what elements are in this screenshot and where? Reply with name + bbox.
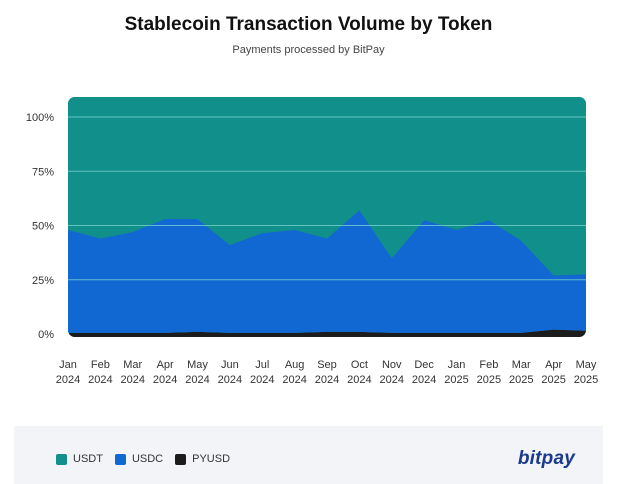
x-tick-label: Jan 2024 — [56, 359, 80, 386]
x-tick-label: Mar 2024 — [121, 359, 145, 386]
x-tick-label: Apr 2025 — [541, 359, 565, 386]
x-tick-label: May 2024 — [185, 359, 209, 386]
x-tick-label: Nov 2024 — [380, 359, 404, 386]
y-axis: 0% 25% 50% 75% 100% — [26, 112, 54, 341]
y-tick-label: 0% — [38, 329, 54, 341]
x-tick-label: Jun 2024 — [218, 359, 242, 386]
legend-item-usdt: USDT — [56, 453, 103, 465]
chart-subtitle: Payments processed by BitPay — [232, 44, 385, 56]
usdt-area — [68, 97, 586, 276]
legend-swatch — [56, 453, 67, 465]
legend-swatch — [114, 453, 126, 465]
x-tick-label: Feb 2024 — [88, 359, 112, 386]
pyusd-area — [68, 329, 586, 337]
legend: USDT USDC PYUSD — [56, 453, 242, 465]
usdc-area — [68, 210, 586, 333]
x-tick-label: Feb 2025 — [477, 359, 501, 386]
x-tick-label: Jul 2024 — [250, 359, 274, 386]
bitpay-logo: bitpay — [517, 448, 575, 469]
stacked-area-chart: 0% 25% 50% 75% 100% Jan 2024 Feb 2024 Mar 2024 Apr… — [26, 97, 598, 386]
y-tick-label: 25% — [32, 275, 54, 287]
legend-swatch — [175, 453, 187, 465]
x-tick-label: May 2025 — [574, 359, 598, 386]
y-tick-label: 100% — [26, 112, 54, 124]
legend-label: USDT — [73, 453, 103, 465]
y-tick-label: 50% — [32, 221, 54, 233]
chart-title: Stablecoin Transaction Volume by Token — [124, 14, 493, 35]
gridlines — [68, 116, 586, 281]
footer-panel: USDT USDC PYUSD bitpay — [14, 426, 603, 484]
x-tick-label: Dec 2024 — [412, 359, 436, 386]
legend-label: USDC — [131, 453, 164, 465]
x-tick-label: Aug 2024 — [282, 359, 306, 386]
x-tick-label: Mar 2025 — [509, 359, 533, 386]
legend-item-usdc: USDC — [114, 453, 164, 465]
x-tick-label: Oct 2024 — [347, 359, 371, 386]
y-tick-label: 75% — [32, 166, 54, 178]
x-tick-label: Jan 2025 — [444, 359, 468, 386]
series-areas — [68, 97, 586, 337]
x-tick-label: Sep 2024 — [315, 359, 339, 386]
legend-item-pyusd: PYUSD — [175, 453, 230, 465]
x-axis: Jan 2024 Feb 2024 Mar 2024 Apr 2024 May 2024 Jun 20… — [56, 359, 598, 386]
legend-label: PYUSD — [192, 453, 231, 465]
x-tick-label: Apr 2024 — [153, 359, 177, 386]
